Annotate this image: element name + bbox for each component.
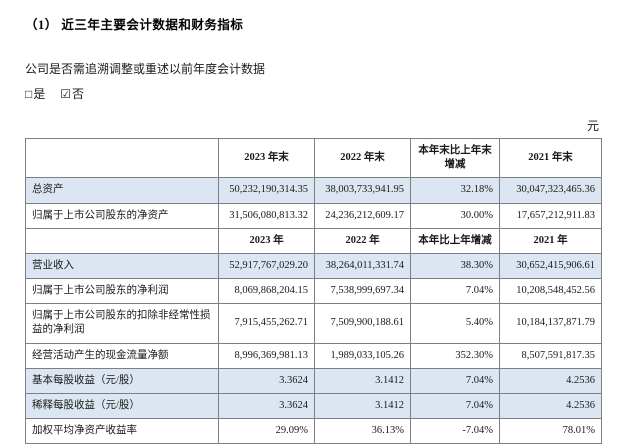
cell-value: 8,996,369,981.13 <box>218 342 315 369</box>
cell-value: 10,208,548,452.56 <box>499 278 602 305</box>
row-label: 归属于上市公司股东的扣除非经常性损益的净利润 <box>25 303 219 344</box>
cell-value: 24,236,212,609.17 <box>314 202 411 229</box>
table-row: 营业收入 52,917,767,029.20 38,264,011,331.74 38… <box>25 252 602 280</box>
table-row: 基本每股收益（元/股） 3.3624 3.1412 7.04% 4.2536 <box>25 367 602 394</box>
financial-table-body: 2023 年末 2022 年末 本年末比上年末增减 2021 年末 总资产 50,232,… <box>25 137 602 444</box>
section-title: （1） 近三年主要会计数据和财务指标 <box>25 18 244 32</box>
option-yes: □是 <box>25 87 45 101</box>
cell-value: 7,538,999,697.34 <box>314 278 411 305</box>
currency-unit-label: 元 <box>586 119 599 133</box>
column-header: 2023 年末 <box>218 137 315 179</box>
row-label: 经营活动产生的现金流量净额 <box>25 342 219 369</box>
column-header: 2023 年 <box>218 227 315 254</box>
cell-value: 30.00% <box>410 202 500 229</box>
cell-value: 3.1412 <box>314 367 411 394</box>
table-row: 归属于上市公司股东的净资产 31,506,080,813.32 24,236,212… <box>25 202 602 229</box>
table-row: 总资产 50,232,190,314.35 38,003,733,941.95 32.… <box>25 177 602 204</box>
option-no: ☑否 <box>60 87 84 101</box>
cell-value: -7.04% <box>410 418 500 444</box>
cell-value: 78.01% <box>499 418 602 444</box>
cell-value: 30,652,415,906.61 <box>499 252 602 280</box>
checkbox-checked-icon: ☑ <box>60 87 72 101</box>
column-header: 2021 年 <box>499 227 602 254</box>
checkbox-row: □是 ☑否 <box>25 85 601 102</box>
table-header-row: 2023 年末 2022 年末 本年末比上年末增减 2021 年末 <box>25 137 602 179</box>
row-label: 基本每股收益（元/股） <box>25 367 219 394</box>
cell-value: 50,232,190,314.35 <box>218 177 315 204</box>
cell-value: 17,657,212,911.83 <box>499 202 602 229</box>
table-row: 加权平均净资产收益率 29.09% 36.13% -7.04% 78.01% <box>25 418 602 444</box>
cell-value: 32.18% <box>410 177 500 204</box>
cell-value: 5.40% <box>410 303 500 344</box>
cell-value: 38.30% <box>410 252 500 280</box>
table-row: 归属于上市公司股东的净利润 8,069,868,204.15 7,538,999,6… <box>25 278 602 305</box>
row-label: 营业收入 <box>25 252 219 280</box>
row-label: 加权平均净资产收益率 <box>25 418 219 444</box>
checkbox-unchecked-icon: □ <box>25 87 33 101</box>
column-header: 2022 年末 <box>314 137 411 179</box>
row-label: 总资产 <box>25 177 219 204</box>
cell-value: 36.13% <box>314 418 411 444</box>
cell-value: 31,506,080,813.32 <box>218 202 315 229</box>
cell-value: 7.04% <box>410 367 500 394</box>
column-header: 本年比上年增减 <box>410 227 500 254</box>
cell-value: 38,264,011,331.74 <box>314 252 411 280</box>
cell-value: 1,989,033,105.26 <box>314 342 411 369</box>
cell-value: 8,069,868,204.15 <box>218 278 315 305</box>
cell-value: 4.2536 <box>499 392 602 420</box>
column-header: 2021 年末 <box>499 137 602 179</box>
cell-value: 52,917,767,029.20 <box>218 252 315 280</box>
cell-value: 29.09% <box>218 418 315 444</box>
row-label: 稀释每股收益（元/股） <box>25 392 219 420</box>
row-label: 归属于上市公司股东的净利润 <box>25 278 219 305</box>
option-no-label: 否 <box>72 87 85 101</box>
cell-value: 3.1412 <box>314 392 411 420</box>
row-label: 归属于上市公司股东的净资产 <box>25 202 219 229</box>
cell-value: 4.2536 <box>499 367 602 394</box>
cell-value: 7.04% <box>410 278 500 305</box>
cell-value: 7,915,455,262.71 <box>218 303 315 344</box>
column-header <box>25 137 219 179</box>
option-yes-label: 是 <box>33 87 46 101</box>
table-header-row: 2023 年 2022 年本年比上年增减 2021 年 <box>25 227 602 254</box>
column-header: 2022 年 <box>314 227 411 254</box>
cell-value: 3.3624 <box>218 392 315 420</box>
cell-value: 352.30% <box>410 342 500 369</box>
cell-value: 30,047,323,465.36 <box>499 177 602 204</box>
restatement-question: 公司是否需追溯调整或重述以前年度会计数据 <box>25 62 266 76</box>
cell-value: 8,507,591,817.35 <box>499 342 602 369</box>
cell-value: 38,003,733,941.95 <box>314 177 411 204</box>
table-row: 稀释每股收益（元/股） 3.3624 3.1412 7.04% 4.2536 <box>25 392 602 420</box>
column-header: 本年末比上年末增减 <box>410 137 500 179</box>
table-row: 经营活动产生的现金流量净额 8,996,369,981.13 1,989,033,1… <box>25 342 602 369</box>
column-header <box>25 227 219 254</box>
financial-table: 2023 年末 2022 年末 本年末比上年末增减 2021 年末 总资产 50,232,… <box>25 137 602 444</box>
cell-value: 3.3624 <box>218 367 315 394</box>
table-row: 归属于上市公司股东的扣除非经常性损益的净利润 7,915,455,262.71 7,… <box>25 303 602 344</box>
cell-value: 7,509,900,188.61 <box>314 303 411 344</box>
cell-value: 7.04% <box>410 392 500 420</box>
cell-value: 10,184,137,871.79 <box>499 303 602 344</box>
